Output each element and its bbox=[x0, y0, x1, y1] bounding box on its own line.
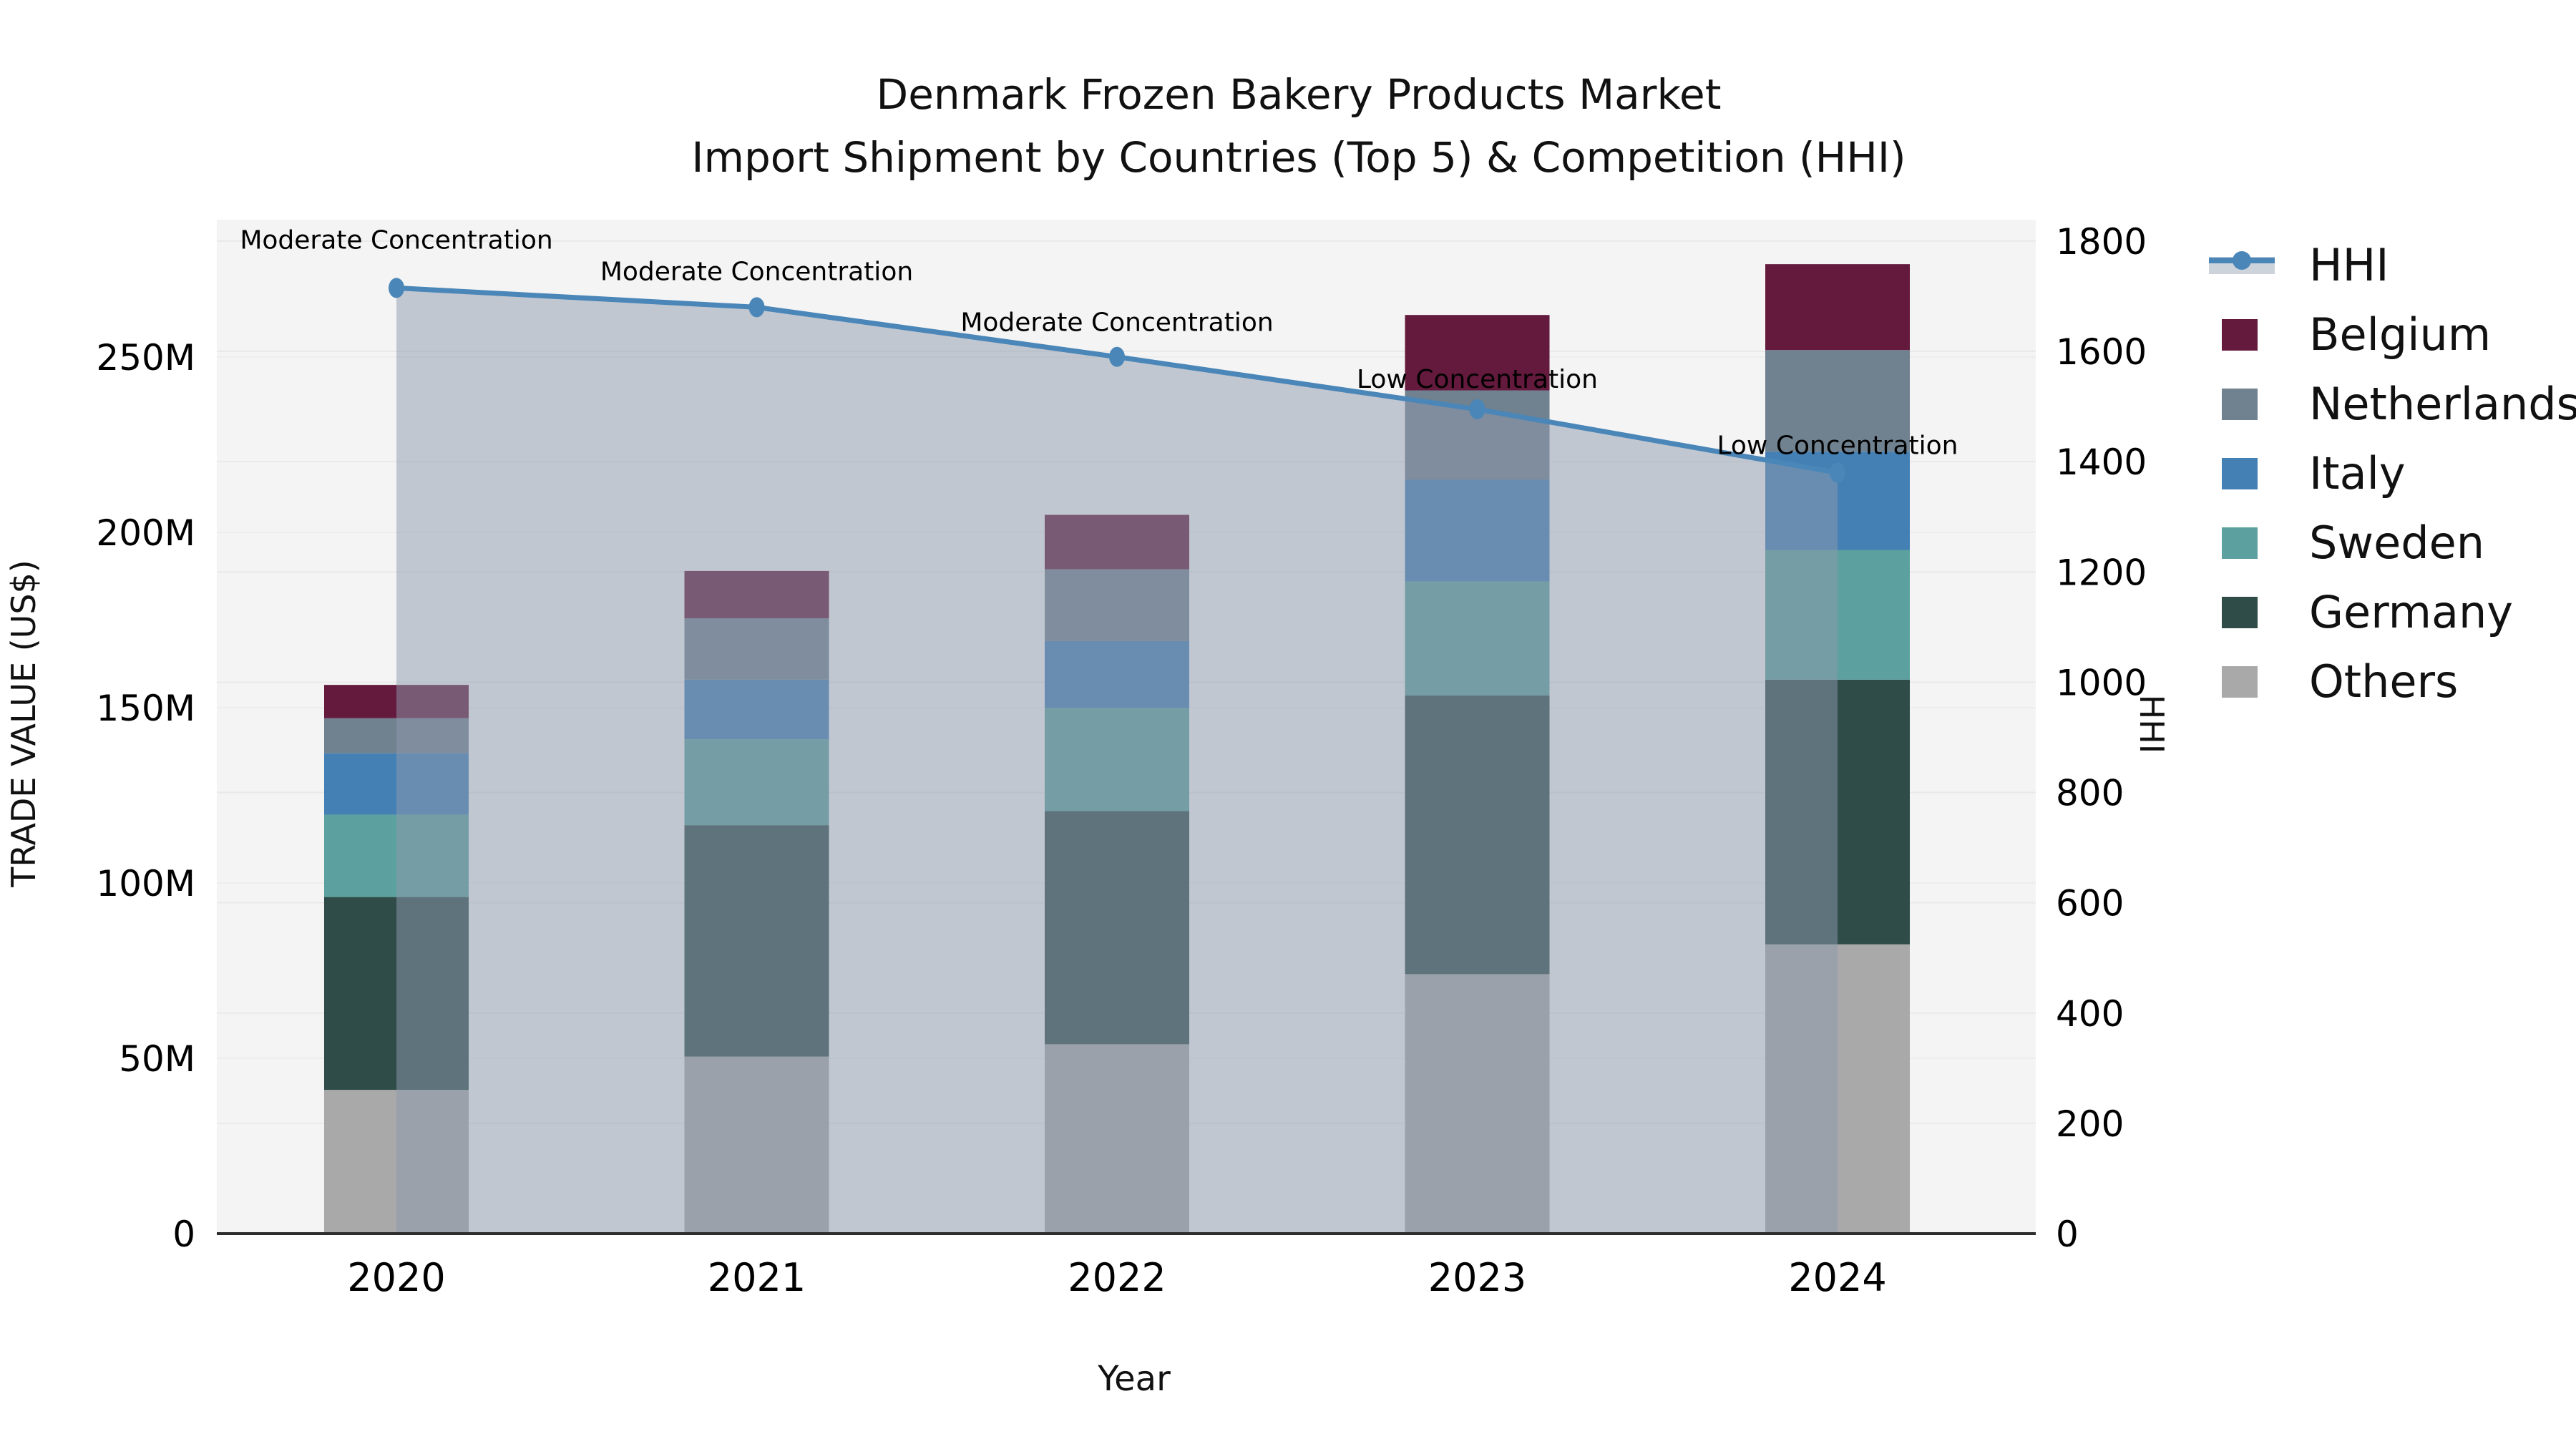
annotation-2024: Low Concentration bbox=[1717, 431, 1958, 461]
legend-label: Italy bbox=[2309, 447, 2406, 499]
y-left-tick-100M: 100M bbox=[96, 863, 195, 904]
hhi-marker-2023 bbox=[1469, 399, 1485, 419]
legend-label: Belgium bbox=[2309, 308, 2492, 361]
legend-item-sweden: Sweden bbox=[2209, 508, 2576, 577]
y-right-tick-1800: 1800 bbox=[2056, 221, 2147, 263]
swatch-netherlands bbox=[2222, 388, 2258, 420]
color-swatch-icon bbox=[2209, 457, 2309, 489]
y-right-tick-1000: 1000 bbox=[2056, 662, 2147, 703]
legend: HHI Belgium Netherlands Italy Sweden Germany O… bbox=[2209, 230, 2576, 716]
y-right-tick-1400: 1400 bbox=[2056, 441, 2147, 483]
y-right-tick-400: 400 bbox=[2056, 993, 2124, 1035]
legend-item-others: Others bbox=[2209, 647, 2576, 716]
hhi-marker-2024 bbox=[1830, 462, 1845, 483]
swatch-others bbox=[2222, 665, 2258, 698]
legend-item-italy: Italy bbox=[2209, 439, 2576, 508]
color-swatch-icon bbox=[2209, 527, 2309, 559]
bar-segment-2023-belgium bbox=[1405, 315, 1550, 391]
y-right-tick-600: 600 bbox=[2056, 883, 2124, 924]
color-swatch-icon bbox=[2209, 596, 2309, 628]
y-left-tick-250M: 250M bbox=[96, 337, 195, 379]
legend-label: Others bbox=[2309, 655, 2459, 708]
y-right-tick-200: 200 bbox=[2056, 1103, 2124, 1145]
y-left-tick-50M: 50M bbox=[119, 1038, 195, 1080]
hhi-line-swatch-icon bbox=[2209, 250, 2309, 274]
hhi-marker-glyph bbox=[2233, 250, 2251, 270]
legend-label: Sweden bbox=[2309, 517, 2485, 569]
annotation-2021: Moderate Concentration bbox=[600, 257, 913, 286]
color-swatch-icon bbox=[2209, 665, 2309, 698]
chart-title-line1: Denmark Frozen Bakery Products Market bbox=[876, 70, 1722, 119]
y-right-tick-1200: 1200 bbox=[2056, 552, 2147, 593]
hhi-marker-2021 bbox=[748, 297, 765, 318]
annotation-2023: Low Concentration bbox=[1357, 365, 1598, 394]
hhi-marker-2020 bbox=[389, 278, 404, 298]
y-right-tick-1600: 1600 bbox=[2056, 331, 2147, 373]
hhi-area-fill bbox=[396, 288, 1838, 1234]
legend-item-hhi: HHI bbox=[2209, 230, 2576, 300]
color-swatch-icon bbox=[2209, 388, 2309, 420]
y-left-tick-200M: 200M bbox=[96, 512, 195, 554]
bar-segment-2024-belgium bbox=[1765, 264, 1910, 351]
x-tick-2021: 2021 bbox=[708, 1255, 806, 1300]
y-left-tick-0: 0 bbox=[172, 1214, 195, 1255]
x-tick-2022: 2022 bbox=[1068, 1255, 1166, 1300]
legend-item-germany: Germany bbox=[2209, 577, 2576, 647]
legend-label: HHI bbox=[2309, 239, 2389, 291]
y-axis-left-title: TRADE VALUE (US$) bbox=[4, 560, 43, 887]
y-right-tick-800: 800 bbox=[2056, 773, 2124, 814]
x-tick-2020: 2020 bbox=[347, 1255, 445, 1300]
hhi-marker-2022 bbox=[1109, 346, 1125, 367]
swatch-germany bbox=[2222, 596, 2258, 628]
bar-segment-2024-netherlands bbox=[1765, 350, 1910, 452]
color-swatch-icon bbox=[2209, 318, 2309, 351]
annotation-2022: Moderate Concentration bbox=[960, 308, 1273, 338]
hhi-band-swatch bbox=[2209, 250, 2275, 274]
swatch-sweden bbox=[2222, 527, 2258, 559]
y-axis-right-title: HHI bbox=[2132, 694, 2171, 754]
legend-label: Netherlands bbox=[2309, 378, 2576, 430]
legend-item-belgium: Belgium bbox=[2209, 300, 2576, 369]
x-tick-2024: 2024 bbox=[1788, 1255, 1886, 1300]
x-tick-2023: 2023 bbox=[1428, 1255, 1526, 1300]
annotation-2020: Moderate Concentration bbox=[240, 225, 552, 255]
swatch-italy bbox=[2222, 457, 2258, 489]
y-right-tick-0: 0 bbox=[2056, 1214, 2079, 1255]
y-left-tick-150M: 150M bbox=[96, 688, 195, 729]
legend-item-netherlands: Netherlands bbox=[2209, 369, 2576, 439]
chart-title-line2: Import Shipment by Countries (Top 5) & C… bbox=[691, 133, 1906, 182]
x-axis-title: Year bbox=[1098, 1359, 1171, 1399]
legend-label: Germany bbox=[2309, 586, 2513, 638]
swatch-belgium bbox=[2222, 318, 2258, 351]
